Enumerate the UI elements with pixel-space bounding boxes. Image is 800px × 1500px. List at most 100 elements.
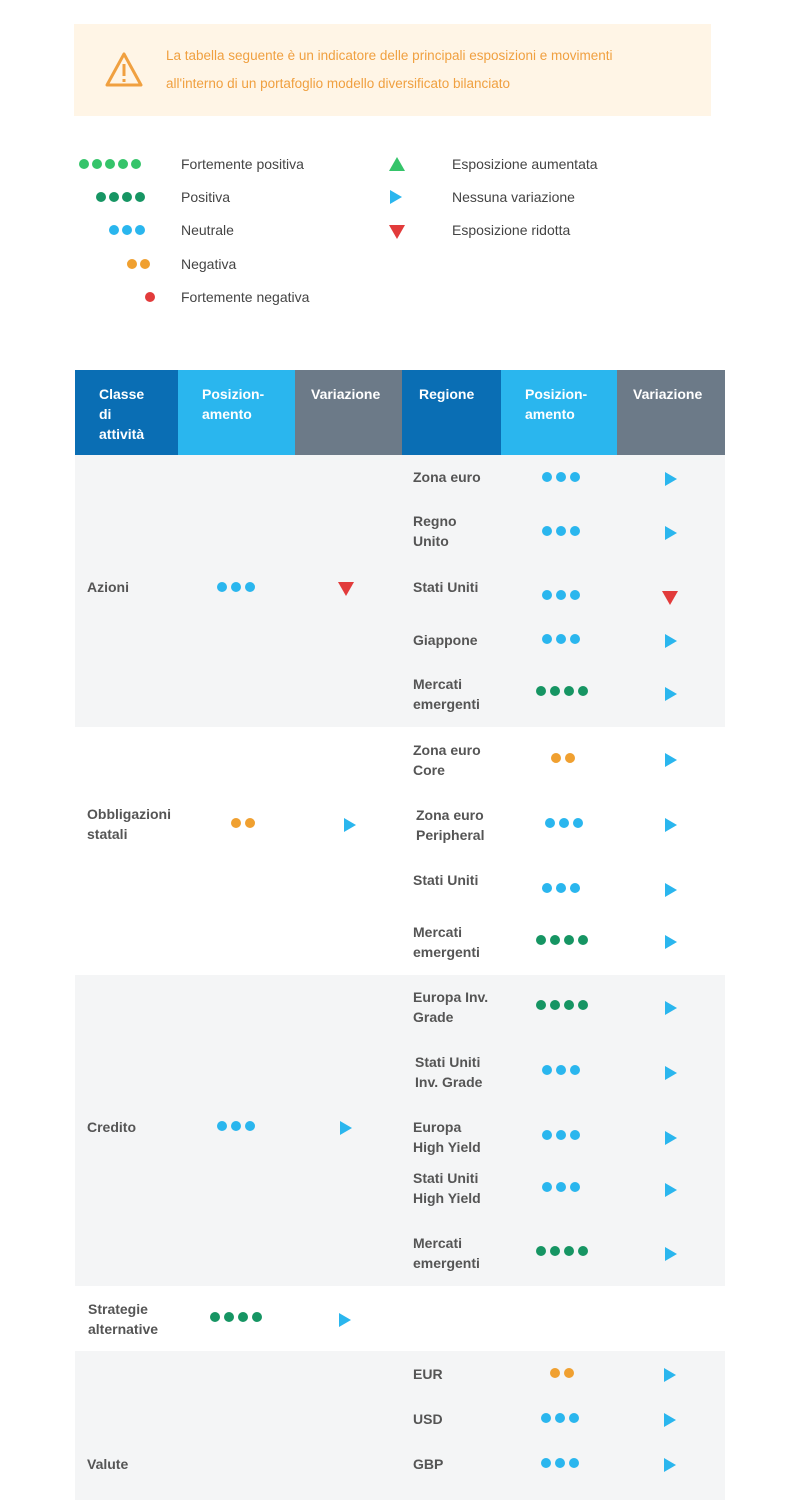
region-change-right-icon [664,1458,676,1472]
header-asset-class: Classe di attività [75,370,178,455]
group-name-line1: Azioni [87,579,129,595]
group-name-line2: alternative [88,1321,159,1337]
region-change-right-icon [665,818,677,832]
region-label-line2: emergenti [413,1255,480,1271]
region-change-right-icon [665,883,677,897]
region-positioning-dots [542,472,580,482]
region-label: Stati Uniti [413,872,479,888]
triangle-down-icon [389,225,405,239]
header-region-label: Regione [419,386,475,402]
region-label-line1: Zona euro [416,807,484,823]
region-row: Giappone [413,630,478,650]
region-row: Mercati emergenti [413,674,480,714]
region-label: GBP [413,1456,444,1472]
region-label-line2: High Yield [413,1139,481,1155]
region-positioning-dots [541,1413,579,1423]
legend-dots-5 [79,159,141,169]
region-change-right-icon [665,1247,677,1261]
group-change-right-icon [344,818,356,832]
region-row: Stati Uniti High Yield [413,1168,481,1208]
region-row: Europa Inv. Grade [413,987,488,1027]
region-positioning-dots [542,590,580,600]
legend-label-strong-positive: Fortemente positiva [181,156,304,172]
legend-label-increased: Esposizione aumentata [452,156,598,172]
legend-dots-4 [96,192,145,202]
region-row: EUR [413,1364,443,1384]
region-label-line2: Core [413,762,445,778]
region-label-line1: Stati Uniti [413,1170,479,1186]
region-positioning-dots [536,935,588,945]
group-name-line1: Credito [87,1119,136,1135]
region-label: Giappone [413,632,478,648]
group-name: Valute [87,1454,128,1474]
legend-label-neutral: Neutrale [181,222,234,238]
region-positioning-dots [536,686,588,696]
region-change-right-icon [665,687,677,701]
legend: Fortemente positiva Positiva Neutrale Ne… [74,148,714,318]
region-label-line1: Zona euro [413,742,481,758]
region-label: Stati Uniti [413,579,479,595]
region-label: EUR [413,1366,443,1382]
region-row: Stati Uniti Inv. Grade [415,1052,482,1092]
region-change-right-icon [665,753,677,767]
region-label-line1: Mercati [413,676,463,692]
group-positioning-dots [217,1121,255,1131]
group-name: Credito [87,1117,136,1137]
group-valute: Valute EUR USD GBP [75,1351,725,1500]
region-positioning-dots [542,1182,580,1192]
region-label-line2: emergenti [413,944,480,960]
region-row: GBP [413,1454,443,1474]
region-label-line1: Europa [413,1119,462,1135]
group-strategie-alternative: Strategie alternative [75,1286,725,1351]
group-name: Obbligazioni statali [87,804,171,844]
region-change-right-icon [664,1368,676,1382]
triangle-up-icon [389,157,405,171]
region-positioning-dots [542,634,580,644]
notice-banner: La tabella seguente è un indicatore dell… [74,24,711,116]
group-positioning-dots [231,818,255,828]
region-row: Stati Uniti [413,577,478,597]
triangle-right-icon [390,190,402,204]
region-label: Zona euro [413,469,481,485]
legend-dots-1 [145,292,155,302]
region-label: USD [413,1411,443,1427]
group-name: Strategie alternative [88,1299,158,1339]
region-row: USD [413,1409,443,1429]
group-name-line1: Valute [87,1456,129,1472]
group-positioning-dots [217,582,255,592]
header-region: Regione [402,370,501,455]
notice-text-line1: La tabella seguente è un indicatore dell… [166,48,613,63]
region-label-line2: High Yield [413,1190,481,1206]
legend-label-strong-negative: Fortemente negativa [181,289,310,305]
region-row: Mercati emergenti [413,1233,480,1273]
region-change-right-icon [665,1131,677,1145]
region-row: Zona euro [413,467,481,487]
group-credito: Credito Europa Inv. Grade Stati Uniti Inv.… [75,975,725,1286]
legend-label-negative: Negativa [181,256,237,272]
region-row: Regno Unito [413,511,457,551]
region-label-line1: Mercati [413,1235,463,1251]
legend-label-no-change: Nessuna variazione [452,189,575,205]
region-row: Europa High Yield [413,1117,481,1157]
region-positioning-dots [542,1065,580,1075]
region-label-line2: Unito [413,533,449,549]
group-change-right-icon [340,1121,352,1135]
group-azioni: Azioni Zona euro Regno Unito Stati Uniti … [75,455,725,727]
region-change-right-icon [664,1413,676,1427]
region-positioning-dots [542,1130,580,1140]
group-name-line1: Strategie [88,1301,148,1317]
header-change-label: Variazione [311,386,381,402]
region-row: Stati Uniti [413,870,478,890]
header-positioning-2-line2: amento [525,406,575,422]
group-name-line1: Obbligazioni [87,806,171,822]
region-row: Mercati emergenti [413,922,480,962]
header-positioning-line1: Posizion- [202,386,265,402]
region-change-right-icon [665,935,677,949]
region-positioning-dots [536,1000,588,1010]
region-change-right-icon [665,526,677,540]
notice-text: La tabella seguente è un indicatore dell… [166,42,613,98]
region-label-line1: Europa Inv. [413,989,489,1005]
region-change-right-icon [665,472,677,486]
group-change-down-icon [338,582,354,596]
header-asset-class-line3: attività [99,426,145,442]
